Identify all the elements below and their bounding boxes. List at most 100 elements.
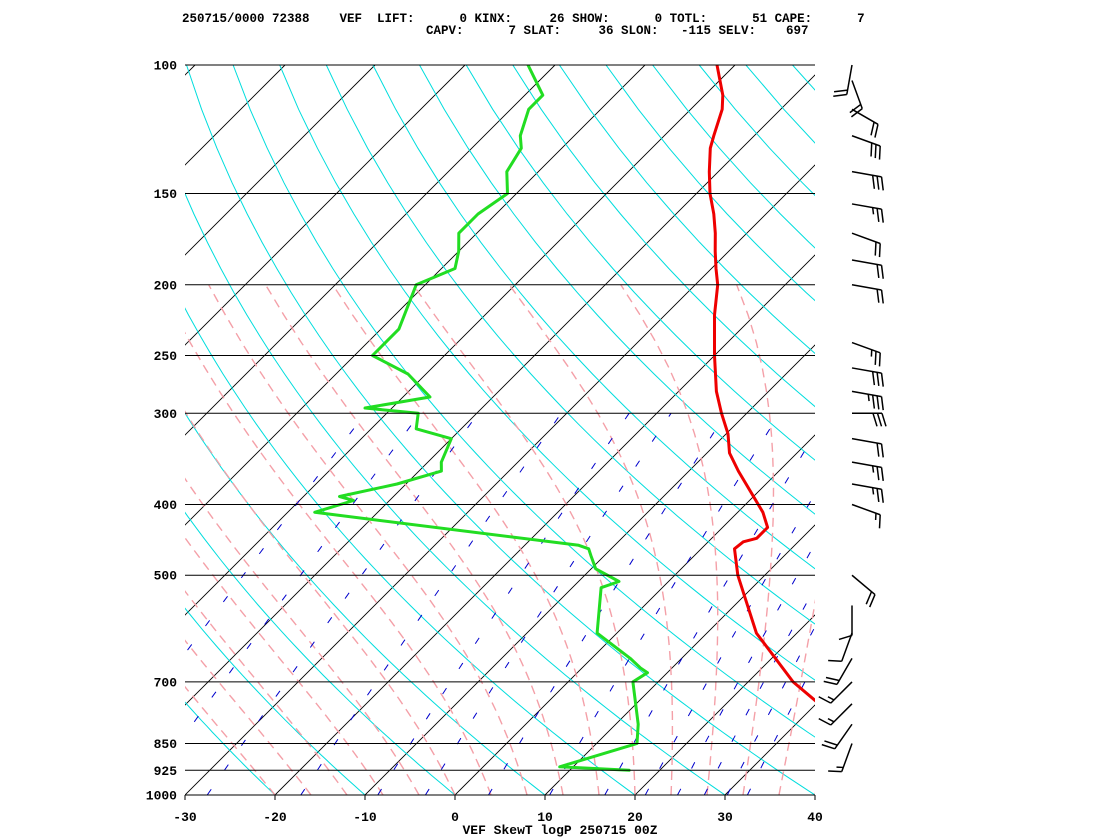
wind-barb-full [870,142,873,157]
dry-adiabat-line [1026,65,1120,795]
wind-barb-staff [851,284,882,291]
mixing-ratio-line [644,492,815,795]
wind-barb-full [818,717,832,726]
isotherm-line [185,74,815,706]
wind-barb-full [880,209,884,223]
mixing-ratio-line [377,413,630,795]
wind-barb-staff [851,135,881,147]
temperature-tick-label: -10 [353,810,377,825]
wind-barb-staff [851,170,882,178]
wind-barb-half [867,394,870,402]
wind-barb-staff [851,367,882,374]
isotherm-line [905,65,1120,795]
wind-barb [821,723,853,750]
dry-adiabat-line [605,65,815,302]
wind-barb-staff [851,341,881,354]
pressure-tick-label: 200 [154,278,178,293]
wind-barb-staff [851,203,882,210]
isotherm-line [185,65,736,616]
dry-adiabat-line [745,65,815,144]
wind-barb-full [823,680,838,686]
mixing-ratio-line [424,413,672,795]
wind-barb-full [828,770,842,773]
header-line-1: 250715/0000 72388 VEF LIFT: 0 KINX: 26 S… [182,12,865,26]
wind-barb-full [850,108,863,118]
wind-barb-full [872,413,878,427]
mixing-ratio-line [549,413,781,795]
temperature-profile-line [707,65,815,703]
wind-barb-full [876,488,880,503]
wind-barb-staff [846,64,853,95]
wind-barb-staff [851,80,863,109]
wind-barb-full [876,176,880,190]
wind-barb [851,232,881,258]
dry-adiabat-line [932,65,1120,795]
isotherm-line [185,164,815,795]
pressure-tick-label: 250 [154,349,178,364]
wind-barb-full [871,394,876,409]
moist-adiabat-line [736,284,775,795]
temperature-tick-label: 10 [537,810,553,825]
dry-adiabat-line [839,65,1120,795]
wind-barb-staff [851,259,882,266]
temperature-tick-label: 40 [807,810,823,825]
pressure-tick-label: 100 [154,59,178,74]
wind-barb-full [868,594,876,608]
moist-adiabat-line [332,284,600,795]
wind-barb-full [871,175,876,189]
wind-barb [852,412,887,427]
wind-barb-full [874,144,877,159]
wind-barb-staff [851,503,881,516]
wind-barb-full [876,264,880,279]
moist-adiabat-line [185,331,492,795]
mixing-ratio-line [300,413,562,795]
pressure-tick-label: 850 [154,737,178,752]
wind-barb-staff [830,681,853,704]
wind-barb-staff [851,483,882,490]
moist-adiabat-line [185,477,420,795]
wind-barb [851,341,881,367]
wind-barb [851,170,884,191]
dry-adiabat-line [372,65,815,570]
dry-adiabat-line [886,65,1120,795]
wind-barb-staff [851,574,876,596]
wind-barb [851,367,884,387]
wind-barb [851,503,881,529]
mixing-ratio-line [206,413,479,795]
isotherm-line [274,254,815,795]
dry-adiabat-line [792,65,815,91]
wind-barb [851,203,884,223]
wind-barb-full [878,514,881,529]
moist-adiabat-line [778,598,815,795]
wind-barb-full [876,372,880,386]
wind-barb-full [880,265,884,279]
wind-barb-staff [836,658,853,685]
isotherm-line [185,65,646,526]
pressure-tick-label: 400 [154,498,178,513]
pressure-tick-label: 700 [154,675,178,690]
dry-adiabat-line [186,65,815,795]
moist-adiabat-line [185,536,384,795]
dry-adiabat-line [185,192,726,795]
mixing-ratio-line [746,661,815,795]
wind-barb [851,437,884,458]
wind-barb-staff [851,437,882,445]
wind-barb-full [880,443,884,458]
mixing-ratio-line [726,625,815,795]
wind-barb-full [838,634,853,641]
wind-barb-full [874,351,877,365]
wind-barb-full [878,145,881,160]
wind-barb-staff [851,232,881,245]
wind-barb-full [818,696,832,704]
mixing-ratio-line [185,413,421,736]
wind-barb-half [871,465,875,473]
dry-adiabat-line [512,65,815,408]
dry-adiabat-line [185,412,546,795]
wind-barb [851,108,879,138]
dry-adiabat-line [558,65,815,355]
wind-barb-full [880,289,884,304]
isotherm-line [544,524,815,795]
wind-barb-full [824,740,838,746]
temperature-tick-label: 20 [627,810,643,825]
